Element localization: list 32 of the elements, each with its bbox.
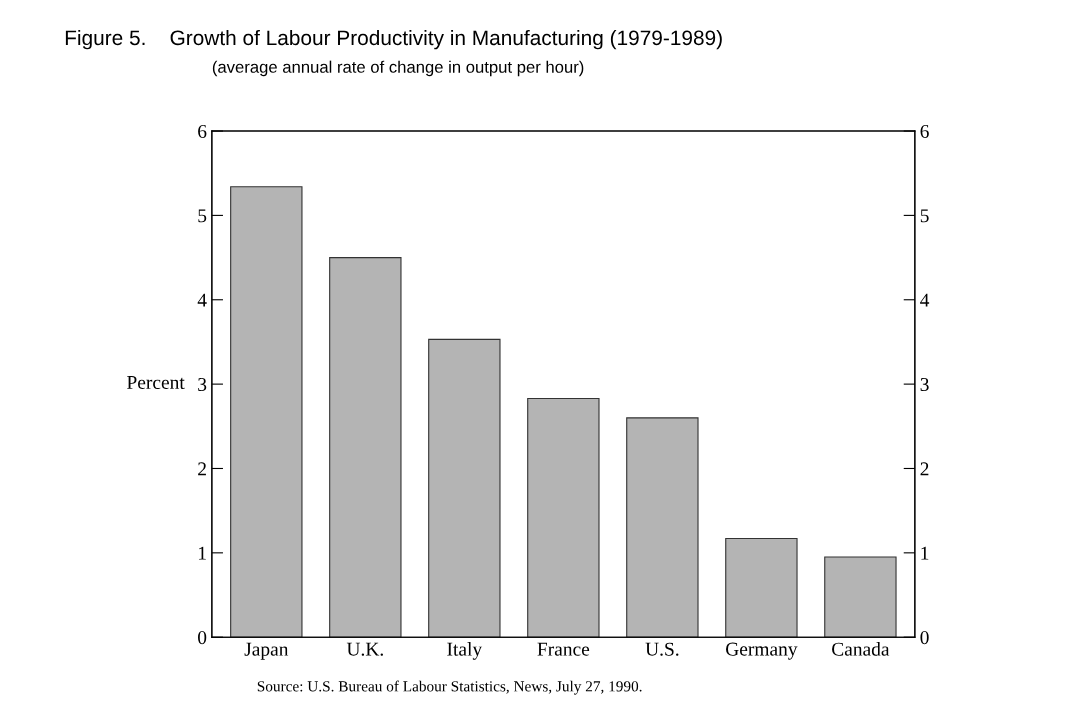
y-tick-label: 2 [198,462,206,476]
x-tick-label: U.K. [346,642,383,656]
y2-tick-label: 0 [920,631,929,645]
y-axis-title: Percent [127,376,185,389]
y-tick-label: 5 [198,209,207,223]
y-tick-label: 0 [198,631,207,645]
x-tick-label: Canada [832,642,890,656]
bar [527,397,600,638]
source-note: Source: U.S. Bureau of Labour Statistics, News, July 27, 1990. [257,680,642,695]
bar [824,556,897,638]
y2-tick-label: 6 [920,124,929,138]
y-tick-label: 3 [198,377,207,392]
y2-tick-label: 1 [921,546,929,560]
x-tick-label: Italy [447,642,483,660]
y2-tick-label: 2 [920,462,929,476]
bar [725,537,798,638]
y2-tick-label: 3 [920,377,929,392]
bar [329,257,402,638]
bar [428,338,501,638]
x-tick-label: Japan [244,642,289,660]
y-tick-label: 4 [197,293,207,307]
x-tick-label: U.S. [645,642,679,656]
y2-tick-label: 5 [920,209,929,223]
chart-title: Figure 5. Growth of Labour Productivity in Manufacturing (1979-1989) [65,29,722,50]
x-tick-label: Germany [726,642,798,660]
bar [230,186,303,638]
bar [626,417,699,638]
y-tick-label: 1 [198,546,206,560]
x-tick-label: France [537,642,590,656]
y-tick-label: 6 [198,124,207,138]
y2-tick-label: 4 [920,293,930,307]
chart-subtitle: (average annual rate of change in output per hour) [212,60,584,77]
